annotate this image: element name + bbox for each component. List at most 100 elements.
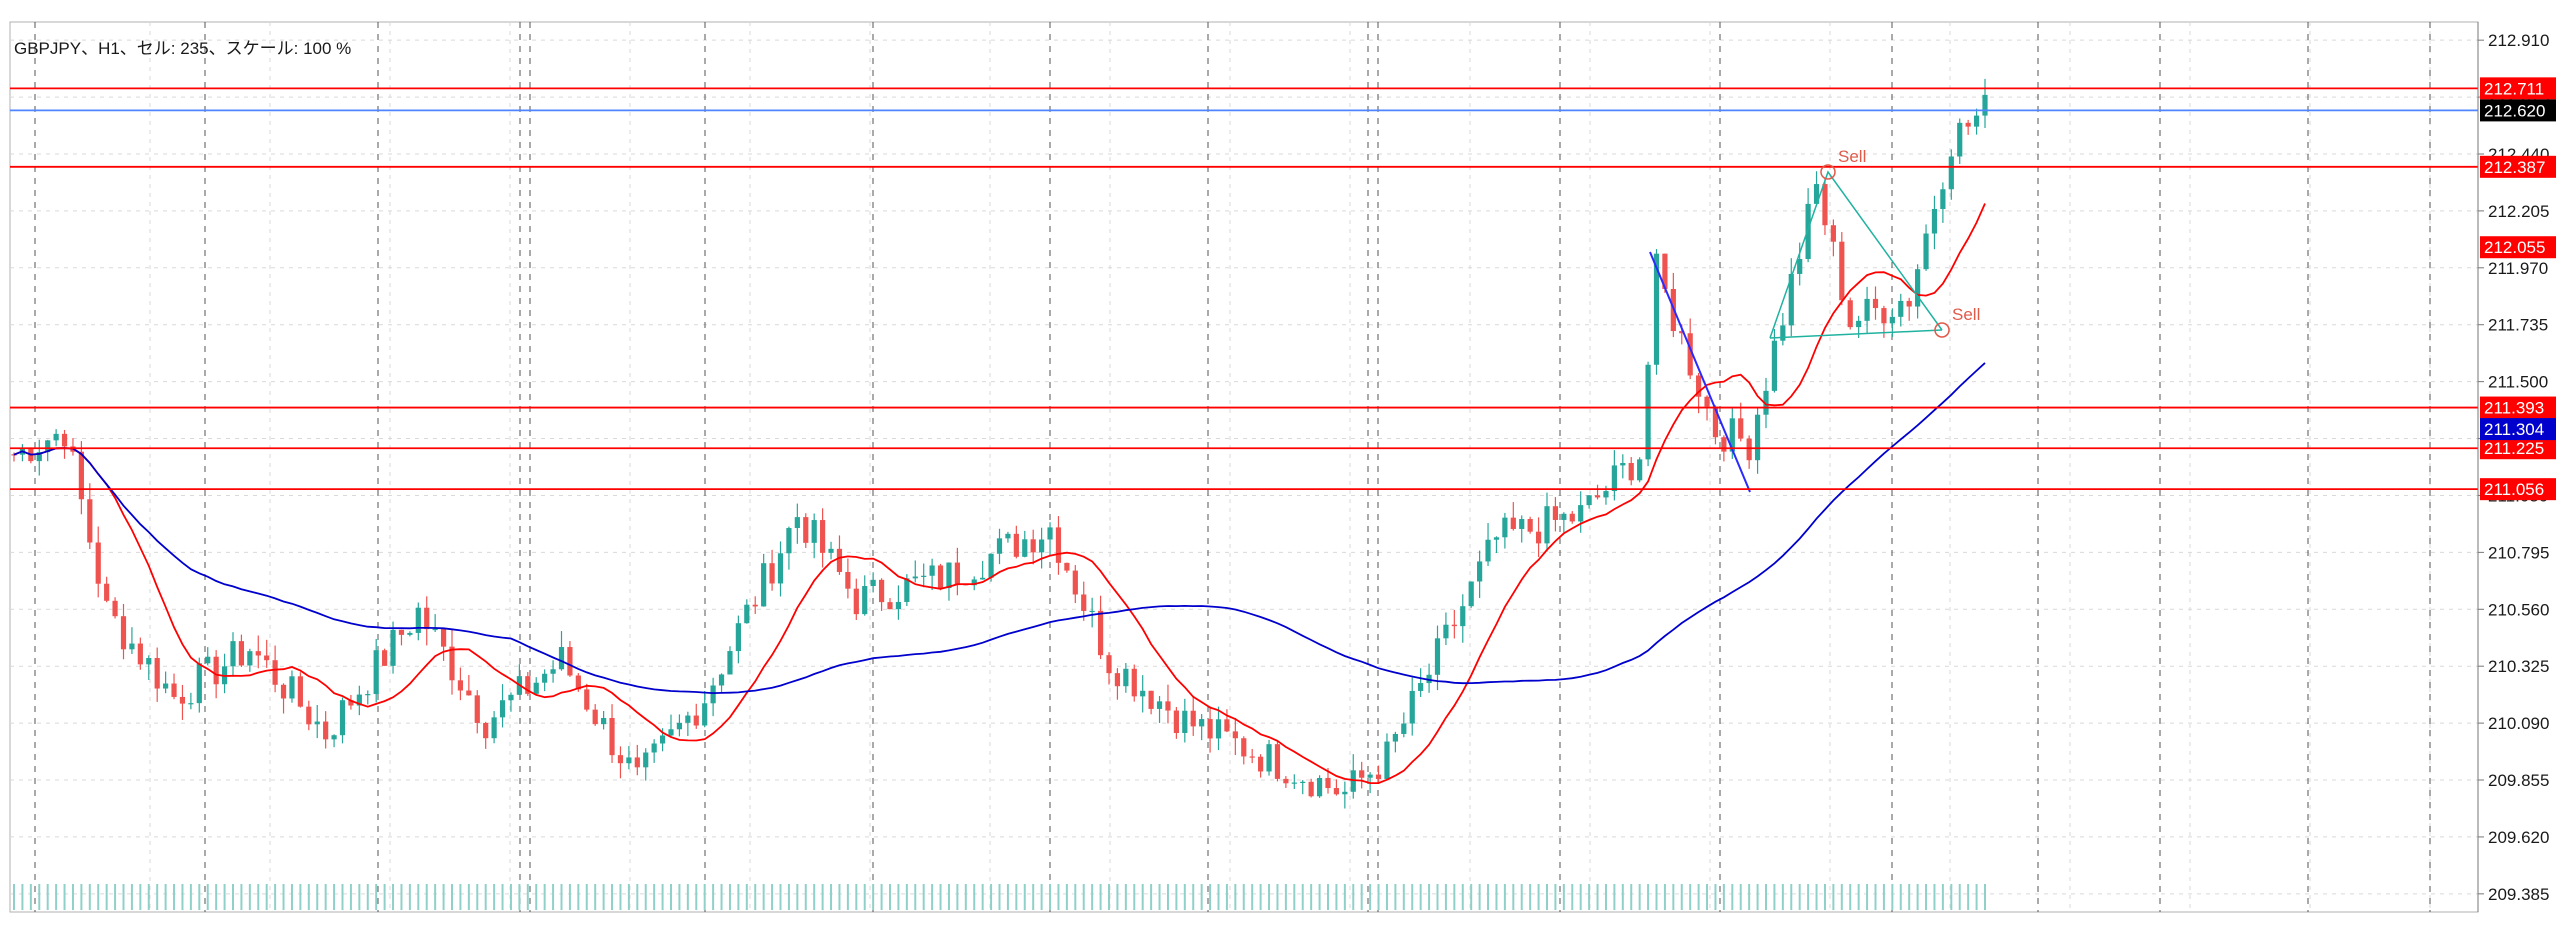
candle-body [424,607,430,630]
candle-body [1367,774,1373,778]
candle-body [718,674,725,686]
candle-body [929,565,935,576]
candle-body [1746,438,1752,461]
candle-body [845,571,851,589]
candle-body [1384,741,1390,779]
triangle-base [1769,329,1943,339]
candle-body [567,647,573,676]
candle-body [853,588,859,615]
candle-body [1055,527,1062,563]
candle-body [1948,156,1954,190]
candle-body [382,650,388,666]
candle-body [1258,756,1264,772]
candle-body [828,548,834,553]
candle-body [786,528,792,554]
candle-body [1687,333,1693,376]
candle-body [1097,610,1104,656]
candle-body [550,669,556,674]
trendline [1649,251,1751,493]
candle-body [171,683,177,697]
candle-body [1468,581,1474,607]
candle-body [120,616,127,650]
candle-body [247,651,253,666]
candle-body [761,563,767,607]
candle-body [558,647,565,670]
candle-body [154,658,160,689]
candle-body [895,601,902,610]
candle-body [1148,690,1154,709]
candle-body [373,650,379,695]
price-tag-label: 212.055 [2484,238,2545,257]
y-tick-label: 211.970 [2488,259,2548,278]
candle-body [668,729,674,736]
candle-body [205,656,211,664]
candle-body [1578,505,1584,522]
candle-body [1493,537,1500,540]
candle-body [575,675,581,690]
candle-body [1342,791,1348,795]
candle-body [794,517,800,529]
candle-body [11,454,17,456]
sell-marker [1934,322,1950,338]
y-tick-label: 209.855 [2488,771,2549,790]
candle-body [1721,437,1727,452]
candle-body [1241,738,1247,757]
candle-body [78,451,84,500]
candle-body [289,676,295,699]
candle-body [1603,491,1609,498]
candle-body [971,579,977,586]
candle-body [1300,781,1306,784]
candle-body [1637,459,1643,481]
candle-body [735,623,741,652]
candle-body [912,576,918,579]
candle-body [1561,513,1567,520]
candle-body [744,604,750,624]
candle-body [61,433,68,447]
candle-body [339,700,346,736]
candle-body [617,755,624,764]
candle-body [1864,298,1870,321]
candle-body [1906,300,1912,307]
candle-body [1923,233,1929,270]
candle-body [1156,701,1163,709]
price-tag-label: 211.056 [2484,480,2544,499]
price-tag-label: 211.393 [2484,399,2544,418]
candle-body [1165,701,1171,711]
candle-body [1485,539,1491,562]
candle-body [1123,668,1129,687]
candle-body [727,651,733,675]
price-tag-label: 212.620 [2484,101,2545,120]
candle-body [112,600,118,617]
candle-body [1316,777,1323,797]
y-tick-label: 212.910 [2488,31,2549,50]
candle-body [255,651,261,656]
candle-body [1611,465,1617,492]
price-tag-label: 211.304 [2484,420,2544,439]
candle-body [1982,94,1988,116]
candle-body [1535,531,1542,544]
candle-body [1856,320,1862,328]
candle-body [1081,594,1087,611]
candle-body [862,586,868,615]
candle-body [777,553,784,584]
candle-body [1797,259,1803,274]
y-tick-label: 209.620 [2488,828,2549,847]
candle-body [1839,241,1845,301]
candle-body [1788,273,1794,326]
price-tag-box [2480,418,2556,441]
candle-body [1881,308,1887,324]
candle-body [651,743,657,753]
sell-marker [1820,164,1836,180]
candle-body [946,562,952,589]
candle-body [1696,375,1702,397]
candle-body [1645,364,1651,460]
price-tag-box [2480,396,2556,419]
candle-body [1780,325,1786,341]
candle-body [980,577,986,580]
candle-body [1527,519,1533,532]
candle-body [1552,506,1559,520]
candle-body [1064,562,1070,571]
candle-body [1089,610,1095,613]
